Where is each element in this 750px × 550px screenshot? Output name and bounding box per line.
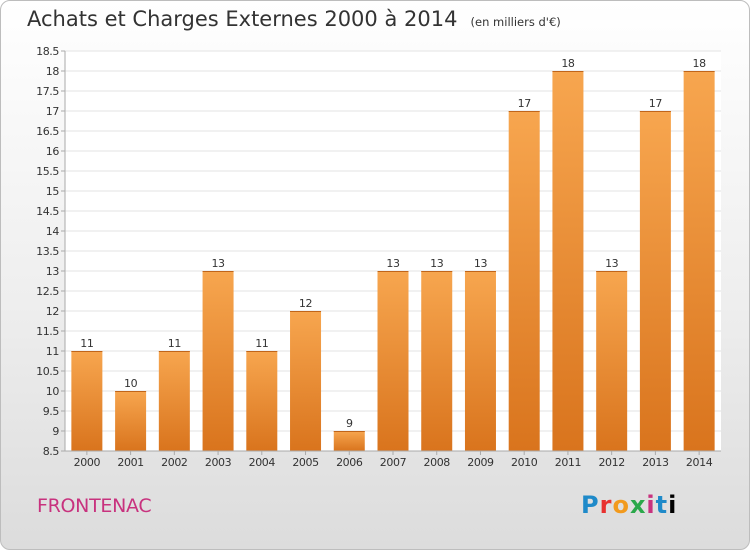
value-label: 13 — [430, 257, 444, 270]
brand-letter: t — [655, 491, 669, 519]
bar — [683, 71, 715, 451]
bar — [596, 271, 628, 451]
x-tick-label: 2009 — [467, 456, 494, 469]
x-tick-label: 2010 — [511, 456, 538, 469]
x-tick-label: 2004 — [249, 456, 276, 469]
y-tick-label: 10 — [46, 385, 60, 398]
y-tick-label: 11.5 — [36, 325, 59, 338]
x-tick-label: 2002 — [161, 456, 187, 469]
value-label: 11 — [80, 337, 93, 350]
value-label: 11 — [255, 337, 268, 350]
brand-letter: x — [629, 491, 647, 519]
y-tick-label: 10.5 — [36, 365, 59, 378]
commune-name: FRONTENAC — [37, 495, 152, 517]
value-label: 12 — [299, 297, 312, 310]
y-tick-label: 15 — [46, 185, 60, 198]
brand-letter: i — [646, 491, 656, 519]
axis-ticks: 8.5 9 9.5 10 10.5 11 11.5 12 12.5 13 13.5 14 14.5 15 1… — [36, 45, 721, 469]
x-tick-label: 2011 — [555, 456, 581, 469]
y-tick-label: 16 — [46, 145, 60, 158]
value-labels: 11 10 11 13 11 12 9 13 13 13 17 18 13 17 18 — [80, 57, 706, 430]
brand-logo: Proxiti — [581, 491, 677, 519]
y-tick-label: 12.5 — [36, 285, 59, 298]
brand-letter: i — [668, 491, 678, 519]
x-tick-label: 2013 — [642, 456, 669, 469]
y-tick-label: 15.5 — [36, 165, 59, 178]
y-tick-label: 17 — [46, 105, 60, 118]
y-tick-label: 8.5 — [43, 445, 60, 458]
value-label: 13 — [211, 257, 225, 270]
bar — [377, 271, 409, 451]
y-tick-label: 13.5 — [36, 245, 59, 258]
x-tick-label: 2014 — [686, 456, 713, 469]
x-tick-label: 2007 — [380, 456, 407, 469]
y-tick-label: 11 — [46, 345, 59, 358]
y-tick-label: 18.5 — [36, 45, 59, 58]
y-tick-label: 9 — [52, 425, 59, 438]
value-label: 13 — [605, 257, 619, 270]
y-tick-label: 13 — [46, 265, 60, 278]
bar — [464, 271, 496, 451]
brand-letter: r — [599, 491, 613, 519]
value-label: 11 — [168, 337, 181, 350]
brand-letter: o — [612, 491, 630, 519]
y-tick-label: 14 — [46, 225, 60, 238]
value-label: 17 — [518, 97, 532, 110]
value-label: 17 — [649, 97, 663, 110]
chart-title-unit: (en milliers d'€) — [470, 15, 561, 29]
x-tick-label: 2008 — [424, 456, 451, 469]
x-tick-label: 2001 — [117, 456, 143, 469]
x-tick-label: 2003 — [205, 456, 232, 469]
bar — [158, 351, 190, 451]
y-tick-label: 12 — [46, 305, 59, 318]
bar — [508, 111, 540, 451]
chart-title-main: Achats et Charges Externes 2000 à 2014 — [27, 7, 458, 31]
y-tick-label: 18 — [46, 65, 60, 78]
value-label: 10 — [124, 377, 138, 390]
brand-letter: P — [581, 491, 600, 519]
bars — [71, 71, 715, 451]
value-label: 18 — [693, 57, 707, 70]
y-tick-label: 17.5 — [36, 85, 59, 98]
bar — [290, 311, 322, 451]
x-tick-label: 2012 — [598, 456, 624, 469]
bar — [115, 391, 147, 451]
bar — [421, 271, 453, 451]
bar — [552, 71, 584, 451]
value-label: 9 — [346, 417, 353, 430]
value-label: 13 — [474, 257, 488, 270]
y-tick-label: 14.5 — [36, 205, 59, 218]
x-tick-label: 2000 — [74, 456, 101, 469]
value-label: 13 — [386, 257, 400, 270]
bar — [202, 271, 234, 451]
y-tick-label: 16.5 — [36, 125, 59, 138]
bar — [246, 351, 278, 451]
y-tick-label: 9.5 — [43, 405, 60, 418]
chart-title: Achats et Charges Externes 2000 à 2014 (… — [27, 7, 561, 31]
x-tick-label: 2005 — [292, 456, 319, 469]
bar — [71, 351, 103, 451]
bar — [639, 111, 671, 451]
value-label: 18 — [561, 57, 575, 70]
x-tick-label: 2006 — [336, 456, 363, 469]
bar — [333, 431, 365, 451]
